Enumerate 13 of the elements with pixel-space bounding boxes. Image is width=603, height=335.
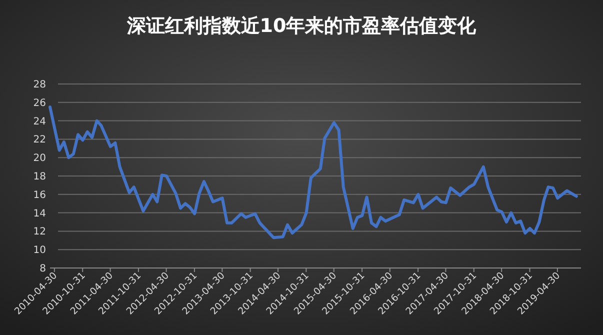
y-tick-label: 16 bbox=[33, 190, 46, 201]
y-tick-label: 10 bbox=[33, 245, 46, 256]
y-tick-label: 18 bbox=[33, 172, 46, 182]
y-tick-label: 26 bbox=[33, 98, 46, 109]
y-tick-label: 20 bbox=[33, 153, 46, 164]
y-tick-label: 8 bbox=[40, 264, 46, 274]
y-tick-label: 12 bbox=[33, 226, 46, 238]
y-tick-label: 24 bbox=[33, 116, 46, 128]
y-tick-label: 28 bbox=[33, 80, 46, 90]
y-tick-label: 22 bbox=[33, 134, 46, 146]
line-series bbox=[48, 106, 578, 240]
chart-title: 深证红利指数近10年来的市盈率估值变化 bbox=[126, 15, 478, 37]
y-tick-label: 14 bbox=[33, 208, 46, 220]
